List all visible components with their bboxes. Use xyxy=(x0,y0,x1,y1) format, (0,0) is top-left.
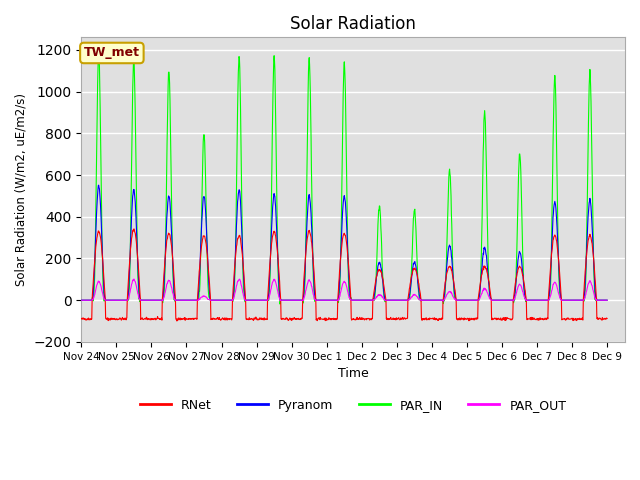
Text: TW_met: TW_met xyxy=(84,47,140,60)
Pyranom xyxy=(541,297,549,303)
PAR_IN xyxy=(95,48,102,54)
PAR_OUT xyxy=(195,297,202,302)
RNet xyxy=(131,226,138,232)
Title: Solar Radiation: Solar Radiation xyxy=(290,15,416,33)
PAR_OUT xyxy=(131,276,138,282)
RNet xyxy=(426,315,434,321)
PAR_IN xyxy=(276,301,284,307)
Pyranom xyxy=(77,297,85,303)
RNet xyxy=(182,316,190,322)
RNet xyxy=(604,316,611,322)
Pyranom xyxy=(195,290,202,296)
PAR_OUT xyxy=(541,297,549,303)
PAR_IN xyxy=(182,297,189,303)
PAR_OUT xyxy=(604,297,611,303)
Line: PAR_OUT: PAR_OUT xyxy=(81,279,607,301)
RNet xyxy=(541,315,549,321)
PAR_OUT xyxy=(495,297,503,303)
PAR_IN xyxy=(195,296,202,301)
PAR_IN xyxy=(77,297,85,303)
PAR_IN xyxy=(541,297,549,303)
RNet xyxy=(495,316,503,322)
Pyranom xyxy=(440,299,447,304)
RNet xyxy=(254,316,262,322)
PAR_IN xyxy=(495,297,503,303)
PAR_OUT xyxy=(253,297,261,303)
RNet xyxy=(173,318,180,324)
PAR_OUT xyxy=(426,297,434,303)
Pyranom xyxy=(253,297,261,303)
PAR_IN xyxy=(604,297,611,303)
Pyranom xyxy=(182,297,189,303)
RNet xyxy=(77,316,85,322)
PAR_IN xyxy=(426,297,434,303)
X-axis label: Time: Time xyxy=(338,367,369,380)
Legend: RNet, Pyranom, PAR_IN, PAR_OUT: RNet, Pyranom, PAR_IN, PAR_OUT xyxy=(135,394,572,417)
Pyranom xyxy=(426,297,434,303)
Pyranom xyxy=(495,297,503,303)
Line: Pyranom: Pyranom xyxy=(81,185,607,301)
Pyranom xyxy=(95,182,102,188)
Line: PAR_IN: PAR_IN xyxy=(81,51,607,304)
PAR_OUT xyxy=(182,297,189,303)
Line: RNet: RNet xyxy=(81,229,607,321)
RNet xyxy=(195,276,203,281)
Pyranom xyxy=(604,297,611,303)
Y-axis label: Solar Radiation (W/m2, uE/m2/s): Solar Radiation (W/m2, uE/m2/s) xyxy=(15,93,28,286)
PAR_IN xyxy=(253,297,261,303)
PAR_OUT xyxy=(440,298,447,304)
PAR_OUT xyxy=(77,297,85,303)
